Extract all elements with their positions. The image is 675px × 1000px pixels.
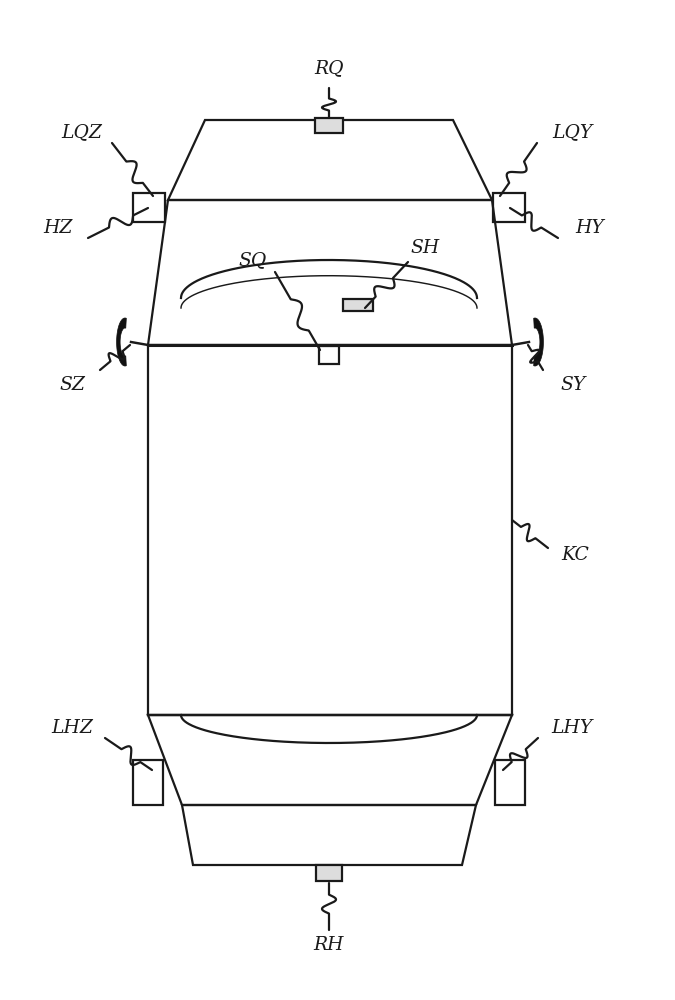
Text: RH: RH — [314, 936, 344, 954]
Polygon shape — [534, 318, 543, 366]
Text: LHZ: LHZ — [51, 719, 93, 737]
Bar — [315, 118, 343, 133]
Text: KC: KC — [561, 546, 589, 564]
Text: SZ: SZ — [59, 376, 85, 394]
Bar — [316, 865, 342, 881]
Text: LQZ: LQZ — [61, 123, 103, 141]
Text: SH: SH — [410, 239, 439, 257]
Polygon shape — [117, 318, 126, 366]
Text: HY: HY — [576, 219, 604, 237]
Text: SY: SY — [560, 376, 586, 394]
Text: LQY: LQY — [552, 123, 592, 141]
Text: SQ: SQ — [239, 251, 267, 269]
Bar — [319, 346, 339, 364]
Text: LHY: LHY — [551, 719, 593, 737]
Text: HZ: HZ — [43, 219, 73, 237]
Bar — [148, 345, 512, 715]
Text: RQ: RQ — [315, 59, 344, 77]
Bar — [343, 299, 373, 311]
